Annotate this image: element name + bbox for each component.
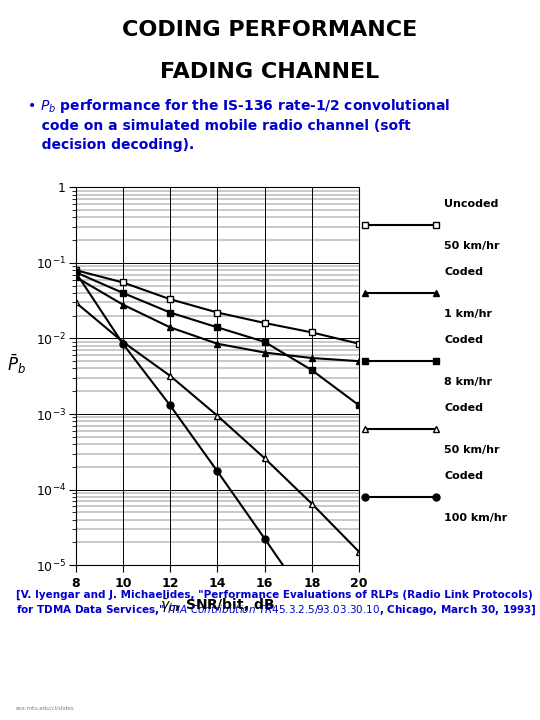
Text: 50 km/hr: 50 km/hr — [444, 240, 500, 251]
Text: 8 km/hr: 8 km/hr — [444, 377, 492, 387]
X-axis label: $\bar{\gamma}_b$, SNR/bit, dB: $\bar{\gamma}_b$, SNR/bit, dB — [160, 595, 275, 613]
Text: Coded: Coded — [444, 403, 483, 413]
Text: • $P_b$ performance for the IS-136 rate-1/2 convolutional
   code on a simulated: • $P_b$ performance for the IS-136 rate-… — [27, 97, 450, 152]
Text: [V. Iyengar and J. Michaelides, "Performance Evaluations of RLPs (Radio Link Pro: [V. Iyengar and J. Michaelides, "Perform… — [16, 590, 537, 617]
Y-axis label: $\bar{P}_b$: $\bar{P}_b$ — [6, 353, 25, 376]
Text: ece.mtu.edu/cl/slides: ece.mtu.edu/cl/slides — [16, 705, 75, 710]
Text: Coded: Coded — [444, 472, 483, 482]
Text: Coded: Coded — [444, 267, 483, 277]
Text: 100 km/hr: 100 km/hr — [444, 513, 508, 523]
Text: CODING PERFORMANCE: CODING PERFORMANCE — [123, 20, 417, 40]
Text: Coded: Coded — [444, 336, 483, 346]
Text: 1 km/hr: 1 km/hr — [444, 309, 492, 319]
Text: Uncoded: Uncoded — [444, 199, 499, 210]
Text: FADING CHANNEL: FADING CHANNEL — [160, 62, 380, 82]
Text: 50 km/hr: 50 km/hr — [444, 445, 500, 455]
